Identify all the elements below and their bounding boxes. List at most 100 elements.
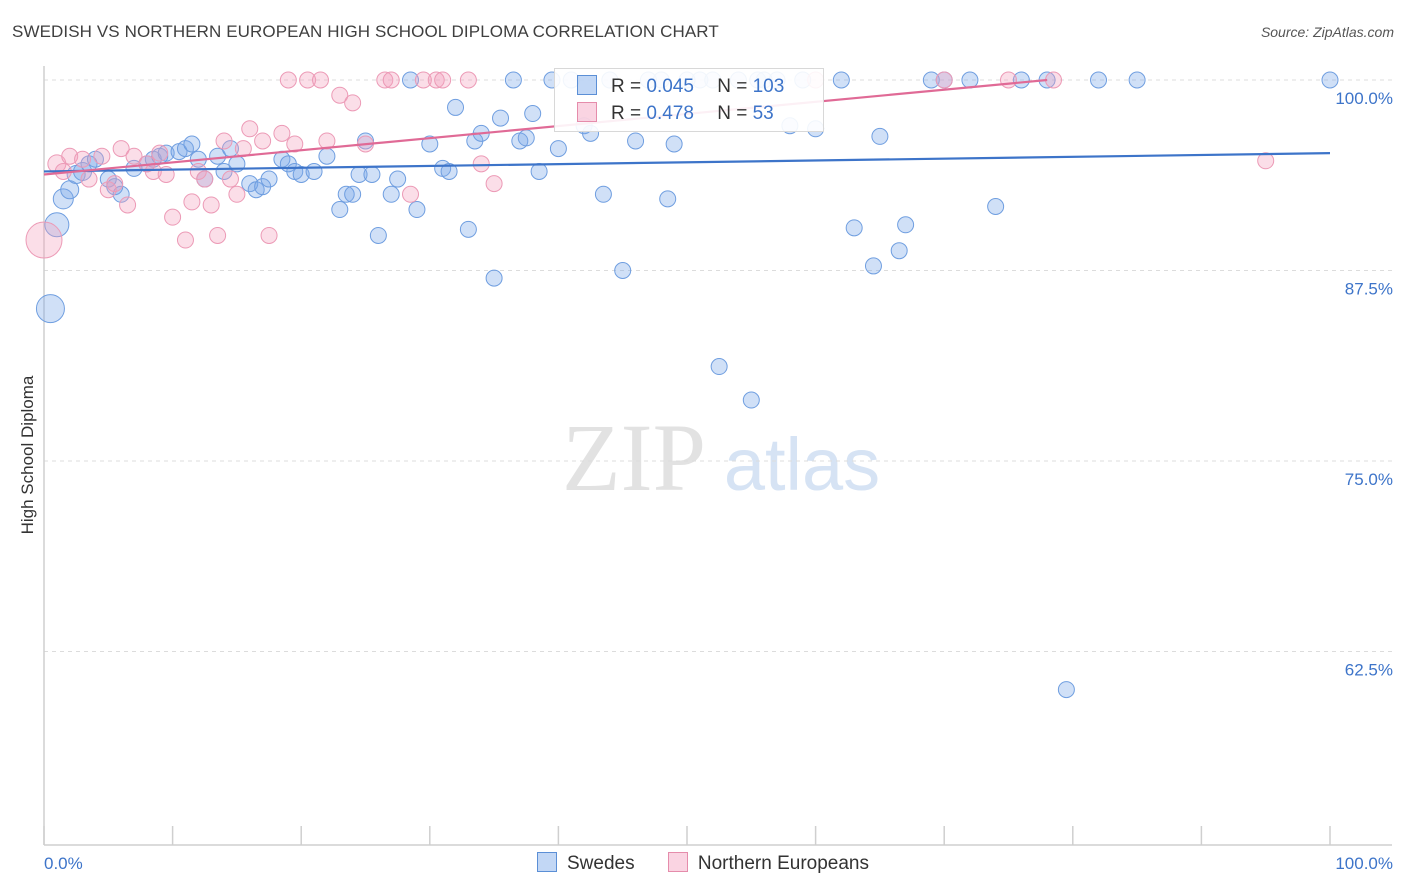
swedes-point: [594, 185, 612, 203]
swedes-point: [987, 197, 1005, 215]
swedes-point: [344, 185, 362, 203]
northern-europeans-point: [402, 185, 420, 203]
northern-europeans-point: [151, 144, 169, 162]
swedes-point: [1321, 71, 1339, 89]
northern-europeans-point: [119, 196, 137, 214]
swedes-point: [871, 127, 889, 145]
northern-europeans-point: [61, 147, 79, 165]
stats-legend: R = 0.045 N = 103 R = 0.478 N = 53: [554, 68, 824, 132]
swedes-point: [421, 135, 439, 153]
r-label: R =: [611, 103, 642, 124]
swedes-point: [292, 165, 310, 183]
r-value: 0.478: [646, 103, 694, 124]
swedes-point: [549, 140, 567, 158]
swedes-point: [1057, 681, 1075, 699]
northern-europeans-point: [176, 231, 194, 249]
swedes-point: [125, 159, 143, 177]
northern-europeans-point: [215, 132, 233, 150]
swedes-point: [1012, 71, 1030, 89]
y-tick-label: 100.0%: [1335, 89, 1393, 108]
northern-europeans-point: [344, 94, 362, 112]
northern-europeans-trend-line: [43, 78, 1048, 176]
northern-europeans-point: [228, 185, 246, 203]
swedes-point: [447, 98, 465, 116]
northern-europeans-point: [209, 226, 227, 244]
swedes-point: [337, 185, 355, 203]
swedes-point: [35, 294, 65, 324]
swedes-point: [485, 269, 503, 287]
swedes-trend-line: [43, 152, 1331, 173]
swedes-point: [627, 132, 645, 150]
swedes-point: [402, 71, 420, 89]
northern-europeans-point: [434, 71, 452, 89]
swedes-point: [922, 71, 940, 89]
swedes-point: [440, 162, 458, 180]
x-tick-label-min: 0.0%: [44, 854, 83, 873]
swedes-point: [260, 170, 278, 188]
x-tick-label-max: 100.0%: [1335, 854, 1393, 873]
legend-label-northern-europeans: Northern Europeans: [697, 853, 869, 874]
n-label: N =: [717, 76, 748, 97]
northern-europeans-point: [202, 196, 220, 214]
northern-europeans-point: [485, 175, 503, 193]
swedes-point: [369, 226, 387, 244]
swedes-point: [408, 201, 426, 219]
northern-europeans-swatch-icon: [577, 102, 597, 122]
watermark-zip: ZIP: [562, 404, 706, 511]
swedes-point: [241, 175, 259, 193]
northern-europeans-point: [376, 71, 394, 89]
swedes-point: [504, 71, 522, 89]
northern-europeans-legend-icon: [667, 852, 688, 872]
y-axis-label: High School Diploma: [18, 375, 37, 535]
swedes-point: [363, 165, 381, 183]
r-label: R =: [611, 76, 642, 97]
swedes-point: [157, 144, 175, 162]
swedes-point: [832, 71, 850, 89]
northern-europeans-point: [25, 221, 63, 259]
northern-europeans-point: [254, 132, 272, 150]
northern-europeans-point: [1045, 71, 1063, 89]
swedes-swatch-icon: [577, 75, 597, 95]
northern-europeans-point: [935, 71, 953, 89]
northern-europeans-point: [106, 175, 124, 193]
swedes-point: [530, 162, 548, 180]
swedes-point: [845, 219, 863, 237]
swedes-point: [305, 162, 323, 180]
y-tick-label: 87.5%: [1345, 280, 1393, 299]
legend-label-swedes: Swedes: [567, 853, 635, 874]
source-credit: Source: ZipAtlas.com: [1260, 24, 1394, 40]
swedes-point: [710, 358, 728, 376]
swedes-point: [864, 257, 882, 275]
northern-europeans-point: [273, 124, 291, 142]
legend-item-northern-europeans[interactable]: Northern Europeans: [667, 852, 869, 875]
y-tick-label: 75.0%: [1345, 470, 1393, 489]
swedes-point: [209, 147, 227, 165]
legend-item-swedes[interactable]: Swedes: [537, 852, 635, 875]
northern-europeans-point: [99, 181, 117, 199]
northern-europeans-point: [93, 147, 111, 165]
n-label: N =: [717, 103, 748, 124]
swedes-point: [890, 242, 908, 260]
northern-europeans-point: [311, 71, 329, 89]
northern-europeans-point: [299, 71, 317, 89]
northern-europeans-point: [331, 86, 349, 104]
northern-europeans-point: [1257, 152, 1275, 170]
swedes-legend-icon: [537, 852, 557, 872]
northern-europeans-point: [125, 147, 143, 165]
swedes-point: [389, 170, 407, 188]
swedes-point: [52, 188, 74, 210]
northern-europeans-point: [414, 71, 432, 89]
swedes-point: [1090, 71, 1108, 89]
northern-europeans-point: [183, 193, 201, 211]
northern-europeans-point: [164, 208, 182, 226]
swedes-point: [524, 105, 542, 123]
swedes-point: [659, 190, 677, 208]
stats-row-northern-europeans: R = 0.478 N = 53: [577, 102, 774, 128]
swedes-point: [382, 185, 400, 203]
y-tick-label: 62.5%: [1345, 661, 1393, 680]
n-value: 53: [752, 103, 774, 124]
stats-row-swedes: R = 0.045 N = 103: [577, 75, 784, 101]
swedes-point: [331, 201, 349, 219]
northern-europeans-point: [318, 132, 336, 150]
